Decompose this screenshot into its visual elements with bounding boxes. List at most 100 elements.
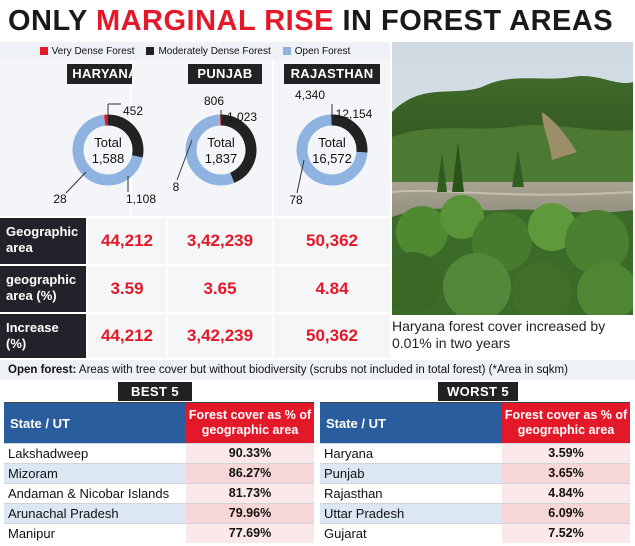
best-5-col-cover: Forest cover as % of geographic area [186,403,314,443]
table-row: Rajasthan 4.84% [320,483,630,503]
slice-value-label: 452 [123,104,143,118]
worst-5-header: State / UT Forest cover as % of geograph… [320,403,630,443]
donut-center-label: Total [94,135,122,150]
slice-value-label: 78 [289,193,303,207]
row-label-geographic-area: Geographic area [0,218,86,264]
row-label-increase-line1: Increase [6,320,59,335]
leader-line [176,139,193,181]
worst-5-col-cover: Forest cover as % of geographic area [502,403,630,443]
state-name: Manipur [8,526,55,541]
best-5-table: State / UT Forest cover as % of geograph… [4,402,314,543]
forest-photo [392,42,633,315]
donut-panel-haryana: HARYANA [0,60,143,216]
legend-item-very-dense: Very Dense Forest [39,45,135,57]
geographic-area-percent-haryana: 3.59 [88,266,166,312]
forest-cover-percent: 3.59% [502,444,630,463]
slice-value-label: 1,023 [227,110,257,124]
row-label-increase: Increase (%) [0,314,86,358]
worst-5-col-state: State / UT [320,403,502,443]
table-row: Arunachal Pradesh 79.96% [4,503,314,523]
forest-cover-percent: 7.52% [502,524,630,543]
best-5-col-state: State / UT [4,403,186,443]
worst-5-title: WORST 5 [438,382,518,401]
forest-cover-percent: 86.27% [186,464,314,483]
best-5-header: State / UT Forest cover as % of geograph… [4,403,314,443]
forest-cover-percent: 77.69% [186,524,314,543]
footnote-text: Areas with tree cover but without biodiv… [76,364,568,376]
open-forest-footnote: Open forest: Areas with tree cover but w… [0,360,635,380]
slice-value-label: 1,108 [126,192,156,206]
headline-part-2: MARGINAL RISE [95,5,334,37]
worst-5-rows: Haryana 3.59% Punjab 3.65% Rajasthan 4.84% Utt… [320,443,630,543]
donut-slice-moderately-dense-forest [220,114,257,183]
row-label-geographic-area-line2: area [6,240,33,255]
row-label-increase-line2: (%) [6,336,27,351]
forest-cover-percent: 81.73% [186,484,314,503]
row-geographic-area-percent: geographic area (%) 3.59 3.65 4.84 [0,266,390,312]
table-row: Punjab 3.65% [320,463,630,483]
slice-value-label: 4,340 [295,88,325,102]
leader-line [65,171,87,194]
row-label-geographic-area-percent: geographic area (%) [0,266,86,312]
state-name: Punjab [320,464,502,483]
slice-value-label: 28 [53,192,67,206]
table-row: Manipur 77.69% [4,523,314,543]
donut-slice-open-forest [72,114,143,186]
row-geographic-area: Geographic area 44,212 3,42,239 50,362 [0,218,390,264]
legend-label-very-dense: Very Dense Forest [51,45,135,57]
state-name: Lakshadweep [8,446,89,461]
state-name: Rajasthan [324,486,383,501]
row-label-geographic-area-percent-line1: geographic [6,272,77,287]
forest-cover-percent: 90.33% [186,444,314,463]
leader-line [296,159,305,194]
forest-cover-percent: 79.96% [186,504,314,523]
state-name: Arunachal Pradesh [4,504,186,523]
legend-swatch-moderately-dense [146,47,155,55]
table-row: Uttar Pradesh 6.09% [320,503,630,523]
table-row: Haryana 3.59% [320,443,630,463]
footnote-term: Open forest: [8,364,77,376]
state-name: Mizoram [4,464,186,483]
geographic-area-percent-punjab: 3.65 [168,266,272,312]
legend-swatch-very-dense [39,47,48,55]
geographic-area-percent-rajasthan: 4.84 [274,266,390,312]
forest-cover-percent: 3.65% [502,464,630,483]
donut-slice-moderately-dense-forest [331,114,368,153]
state-tag-punjab: PUNJAB [188,64,262,84]
table-row: Andaman & Nicobar Islands 81.73% [4,483,314,503]
legend-label-moderately-dense: Moderately Dense Forest [158,45,271,57]
state-tag-haryana: HARYANA [67,64,143,84]
legend-item-moderately-dense: Moderately Dense Forest [146,45,271,57]
forest-photo-image [392,42,633,315]
donut-total-value: 1,837 [205,151,238,166]
slice-value-label: 806 [204,94,224,108]
geographic-area-haryana: 44,212 [88,218,166,264]
legend-swatch-open [282,47,291,55]
best-5-title: BEST 5 [118,382,192,401]
donut-center-label: Total [207,135,235,150]
slice-value-label: 8 [173,180,180,194]
headline-part-3: IN FOREST AREAS [333,5,614,37]
donut-slice-moderately-dense-forest [107,114,144,158]
increase-punjab: 3,42,239 [168,314,272,358]
worst-5-table: State / UT Forest cover as % of geograph… [320,402,630,543]
table-row: Lakshadweep 90.33% [4,443,314,463]
legend-label-open: Open Forest [294,45,351,57]
donut-panel-rajasthan: RAJASTHAN [274,60,390,216]
chart-legend: Very Dense Forest Moderately Dense Fores… [0,42,390,60]
donut-total-value: 16,572 [312,151,352,166]
donut-slice-open-forest [296,114,368,186]
legend-item-open: Open Forest [282,45,351,57]
geographic-area-rajasthan: 50,362 [274,218,390,264]
state-name: Uttar Pradesh [320,504,502,523]
photo-caption: Haryana forest cover increased by 0.01% … [392,318,606,351]
donut-total-value: 1,588 [92,151,125,166]
geographic-area-punjab: 3,42,239 [168,218,272,264]
row-label-geographic-area-percent-line2: area (%) [6,288,57,303]
state-name: Haryana [324,446,374,461]
table-row: Mizoram 86.27% [4,463,314,483]
forest-cover-percent: 6.09% [502,504,630,523]
increase-haryana: 44,212 [88,314,166,358]
slice-value-label: 12,154 [336,107,373,121]
best-5-rows: Lakshadweep 90.33% Mizoram 86.27% Andaman & … [4,443,314,543]
